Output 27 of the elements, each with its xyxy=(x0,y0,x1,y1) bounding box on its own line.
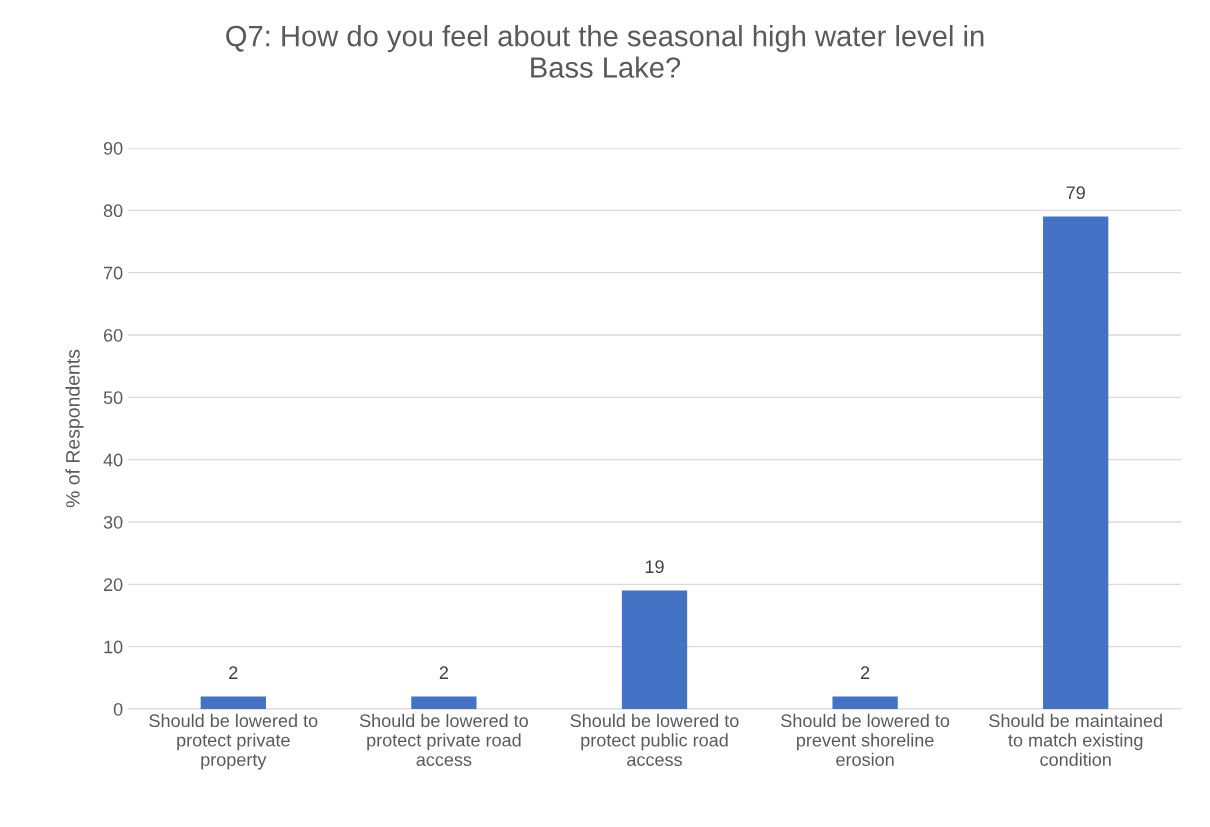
data-label: 2 xyxy=(860,666,870,679)
bar xyxy=(832,696,898,709)
y-tick-label: 90 xyxy=(103,141,123,155)
y-tick-label: 60 xyxy=(103,328,123,342)
y-tick-label: 30 xyxy=(103,515,123,529)
x-tick-label: Should be lowered to protect private road access xyxy=(359,713,528,767)
data-label: 79 xyxy=(1066,186,1085,200)
y-tick-label: 80 xyxy=(103,204,123,218)
data-label: 2 xyxy=(439,666,449,679)
bar xyxy=(1043,216,1109,709)
y-tick-label: 40 xyxy=(103,453,123,467)
bar xyxy=(621,590,688,709)
y-tick-label: 0 xyxy=(113,702,123,716)
chart-title: Q7: How do you feel about the seasonal high water level in Bass Lake? xyxy=(226,25,984,78)
y-tick-label: 20 xyxy=(103,578,123,592)
x-tick-label: Should be lowered to prevent shoreline erosion xyxy=(781,713,950,767)
data-label: 19 xyxy=(645,560,664,574)
y-tick-label: 50 xyxy=(103,391,123,405)
y-tick-label: 70 xyxy=(103,266,123,280)
bar xyxy=(200,696,266,709)
data-label: 2 xyxy=(229,666,238,679)
y-axis-title: % of Respondents xyxy=(65,349,84,508)
x-tick-label: Should be lowered to protect private property xyxy=(149,713,318,770)
y-tick-label: 10 xyxy=(104,640,123,654)
x-tick-label: Should be lowered to protect public road access xyxy=(570,713,739,767)
x-tick-label: Should be maintained to match existing condition xyxy=(989,713,1162,767)
bar xyxy=(411,696,477,709)
